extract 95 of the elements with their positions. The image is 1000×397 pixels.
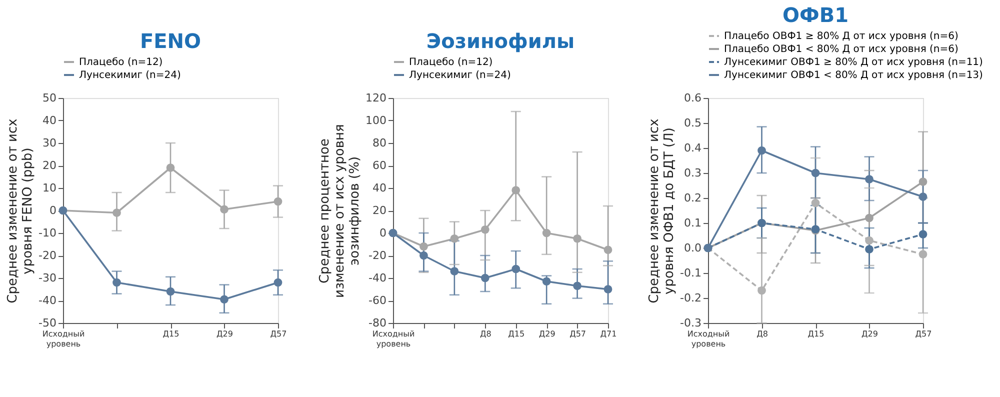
x-tick-label: Д29: [538, 330, 556, 338]
point: [865, 236, 874, 245]
x-tick-label: Исходный уровень: [687, 330, 730, 348]
y-tick-label: 0.1: [684, 216, 702, 230]
y-tick-label: 0.0: [684, 242, 702, 254]
x-tick-label: Д71: [600, 330, 617, 338]
point: [542, 228, 551, 238]
point: [918, 178, 928, 186]
y-tick-label: 20: [372, 204, 386, 217]
point: [112, 208, 121, 217]
point: [420, 251, 428, 260]
legend-label: Плацебо ОВФ1 < 80% Д от исх уровня (n=6): [724, 44, 959, 55]
y-tick-label: -30: [38, 272, 56, 284]
point: [166, 287, 175, 296]
y-tick-label: -60: [368, 294, 386, 307]
point: [542, 277, 551, 286]
legend-label: Плацебо (n=12): [79, 57, 163, 68]
y-tick-label: 10: [42, 182, 56, 194]
point: [512, 264, 520, 274]
point: [604, 246, 612, 254]
point: [918, 192, 928, 201]
y-tick-label: 0: [380, 226, 386, 240]
chart-title: ОФВ1: [782, 3, 848, 27]
legend-label: Плацебо ОВФ1 ≥ 80% Д от исх уровня (n=6): [724, 31, 959, 42]
point: [480, 274, 490, 282]
point: [274, 278, 282, 287]
y-tick-label: -0.1: [680, 266, 702, 280]
x-tick-label: Д29: [216, 330, 233, 338]
point: [918, 230, 928, 238]
y-tick-label: 50: [42, 92, 56, 104]
y-tick-label: 0.2: [684, 192, 702, 204]
y-tick-label: 40: [42, 114, 56, 127]
point: [450, 267, 459, 276]
x-tick-label: Д15: [808, 330, 824, 338]
chart-title: Эозинофилы: [426, 29, 575, 53]
point: [758, 146, 766, 155]
y-tick-label: 0.6: [684, 92, 702, 104]
y-axis-title: Среднее изменение от исх уровня ОФВ1 до БДТ (Л): [647, 118, 678, 304]
y-tick-label: 0.5: [684, 116, 702, 130]
legend-label: Лунсекимиг (n=24): [409, 70, 511, 81]
point: [220, 295, 228, 304]
y-tick-label: -50: [38, 316, 56, 330]
chart-title: FENO: [140, 29, 202, 53]
legend-label: Лунсекимиг ОВФ1 < 80% Д от исх уровня (n=13): [724, 70, 984, 81]
point: [865, 214, 874, 222]
point: [420, 242, 428, 251]
point: [918, 250, 928, 258]
y-tick-label: 30: [42, 136, 56, 150]
y-tick-label: 0: [50, 204, 56, 217]
y-tick-label: 80: [372, 136, 386, 150]
point: [604, 285, 612, 294]
x-tick-label: Исходный уровень: [372, 330, 415, 348]
y-axis-title: Среднее процентное изменение от исх уровня эозинфилов (%): [318, 124, 363, 298]
y-tick-label: 40: [372, 182, 386, 194]
x-tick-label: Исходный уровень: [42, 330, 85, 348]
x-tick-label: Д57: [270, 330, 287, 338]
point: [573, 282, 582, 290]
legend-label: Лунсекимиг ОВФ1 ≥ 80% Д от исх уровня (n=11): [724, 57, 984, 68]
y-tick-label: -20: [38, 249, 56, 262]
point: [811, 198, 820, 208]
y-tick-label: 0.4: [684, 142, 702, 154]
point: [865, 245, 874, 254]
point: [512, 186, 520, 194]
point: [811, 168, 820, 178]
legend-label: Лунсекимиг (n=24): [79, 70, 181, 81]
legend-label: Плацебо (n=12): [409, 57, 493, 68]
y-tick-label: 20: [42, 159, 56, 172]
y-tick-label: 120: [366, 92, 386, 104]
x-tick-label: Д57: [570, 330, 586, 338]
y-tick-label: 60: [372, 159, 386, 172]
point: [573, 234, 582, 243]
y-tick-label: -40: [368, 272, 386, 284]
x-tick-label: Д8: [756, 330, 768, 338]
x-tick-label: Д57: [915, 330, 932, 338]
y-tick-label: -20: [368, 249, 386, 262]
y-tick-label: 0.3: [684, 166, 702, 180]
y-tick-label: -80: [368, 316, 386, 330]
y-axis-title: Среднее изменение от исх уровня FENO (ppb): [6, 118, 36, 304]
point: [112, 278, 121, 287]
point: [865, 175, 874, 184]
point: [274, 197, 282, 206]
y-tick-label: -0.3: [680, 316, 702, 330]
point: [220, 205, 228, 214]
point: [480, 225, 490, 234]
point: [166, 164, 175, 172]
y-tick-label: -0.2: [680, 292, 702, 304]
x-tick-label: Д15: [508, 330, 525, 338]
y-tick-label: -40: [38, 294, 56, 307]
point: [450, 234, 459, 243]
y-tick-label: 100: [366, 114, 386, 127]
x-tick-label: Д8: [480, 330, 492, 338]
y-tick-label: -10: [38, 226, 56, 240]
point: [758, 286, 766, 295]
x-tick-label: Д15: [162, 330, 180, 338]
x-tick-label: Д29: [862, 330, 878, 338]
